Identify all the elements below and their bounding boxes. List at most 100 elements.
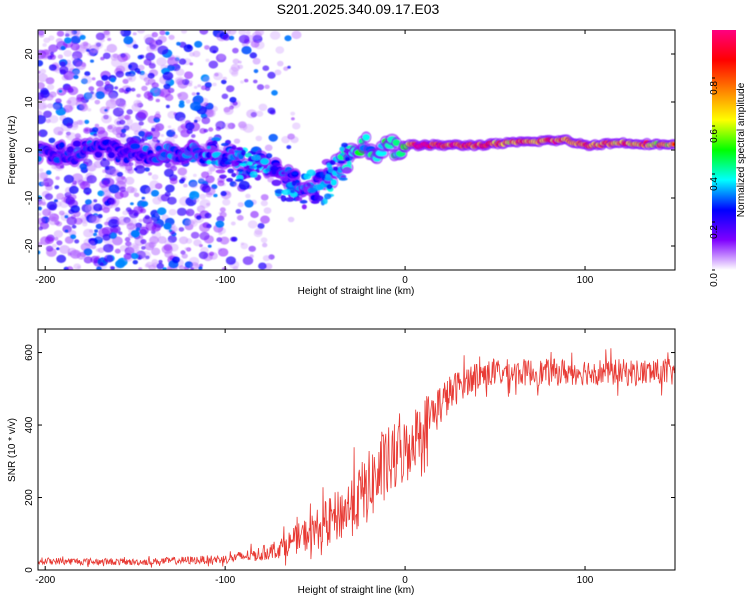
noise-blob <box>253 69 259 74</box>
noise-blob <box>154 113 162 120</box>
noise-blob <box>229 96 237 103</box>
noise-blob <box>38 132 41 137</box>
noise-blob <box>275 46 285 54</box>
noise-blob <box>64 37 72 44</box>
noise-blob <box>83 187 92 195</box>
noise-blob <box>38 102 46 110</box>
noise-blob <box>60 45 66 51</box>
noise-blob <box>176 41 181 46</box>
noise-blob <box>94 41 104 49</box>
noise-blob <box>144 214 150 220</box>
noise-blob <box>238 60 242 64</box>
noise-blob <box>42 43 47 47</box>
noise-blob <box>56 30 65 37</box>
noise-blob <box>164 168 174 177</box>
x-tick-label: 100 <box>577 275 594 286</box>
noise-blob <box>155 111 161 116</box>
noise-blob <box>189 62 194 66</box>
noise-blob <box>38 114 47 125</box>
noise-blob <box>38 250 41 255</box>
ridge-fragment <box>231 161 239 167</box>
noise-blob <box>77 178 83 183</box>
noise-blob <box>193 239 202 247</box>
noise-blob <box>226 191 231 196</box>
noise-blob <box>155 39 163 46</box>
noise-blob <box>198 266 203 270</box>
snr-y-axis-title: SNR (10 * v/v) <box>7 418 18 482</box>
noise-blob <box>217 180 225 187</box>
noise-blob <box>222 198 231 206</box>
noise-blob <box>212 82 217 87</box>
ridge-fragment <box>246 161 253 166</box>
noise-blob <box>162 71 174 81</box>
x-tick-label: -200 <box>35 275 55 286</box>
noise-blob <box>174 76 186 86</box>
noise-blob <box>240 242 245 246</box>
spectrogram-cells <box>38 30 675 270</box>
noise-blob <box>147 72 155 79</box>
noise-blob <box>137 30 145 34</box>
noise-blob <box>148 172 152 176</box>
noise-blob <box>63 104 73 113</box>
noise-blob <box>158 259 163 264</box>
noise-blob <box>271 90 278 96</box>
noise-blob <box>248 245 256 252</box>
noise-blob <box>95 248 101 252</box>
noise-blob <box>274 69 282 76</box>
noise-blob <box>268 133 278 142</box>
noise-blob <box>151 127 156 132</box>
noise-blob <box>208 60 219 69</box>
noise-blob <box>138 121 144 126</box>
noise-blob <box>205 58 210 62</box>
noise-blob <box>71 224 77 229</box>
noise-blob <box>90 59 94 63</box>
noise-blob <box>79 42 89 49</box>
y-tick-label: 20 <box>24 48 35 60</box>
noise-blob <box>64 215 69 219</box>
ridge-fragment <box>251 154 261 161</box>
noise-blob <box>201 171 210 179</box>
noise-blob <box>138 267 143 270</box>
noise-blob <box>215 220 225 228</box>
noise-blob <box>255 110 264 117</box>
noise-blob <box>264 84 270 90</box>
noise-blob <box>244 78 249 83</box>
noise-blob <box>223 122 232 130</box>
ridge-fragment <box>339 146 345 152</box>
ridge-fragment <box>211 137 221 142</box>
noise-blob <box>247 220 258 229</box>
noise-blob <box>194 40 203 48</box>
ridge-cell <box>260 158 270 165</box>
noise-blob <box>205 186 216 196</box>
noise-blob <box>93 49 99 54</box>
ridge-fragment <box>337 160 346 164</box>
noise-blob <box>105 88 113 95</box>
noise-blob <box>114 191 124 200</box>
noise-blob <box>104 80 111 86</box>
noise-blob <box>95 234 103 240</box>
noise-blob <box>246 109 258 119</box>
noise-blob <box>226 85 235 93</box>
noise-blob <box>45 118 51 124</box>
noise-blob <box>47 84 55 91</box>
ridge-fragment <box>212 140 218 145</box>
noise-blob <box>120 132 126 138</box>
noise-blob <box>151 136 159 143</box>
ridge-fragment <box>236 147 244 151</box>
noise-blob <box>215 126 221 131</box>
noise-blob <box>267 107 276 114</box>
noise-blob <box>81 185 86 190</box>
noise-blob <box>115 259 126 269</box>
noise-blob <box>114 207 121 212</box>
noise-blob <box>86 162 97 172</box>
figure-title: S201.2025.340.09.17.E03 <box>277 1 440 17</box>
noise-blob <box>193 173 197 177</box>
noise-blob <box>283 66 289 71</box>
noise-blob <box>74 133 81 139</box>
noise-blob <box>205 109 216 118</box>
noise-blob <box>48 35 55 41</box>
noise-blob <box>90 244 97 250</box>
noise-blob <box>63 49 72 57</box>
noise-blob <box>291 30 302 40</box>
ridge-fragment <box>206 159 212 165</box>
